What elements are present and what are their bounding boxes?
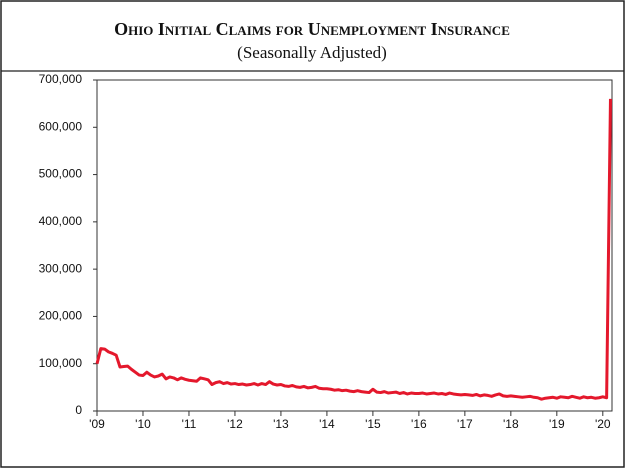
x-tick-label: '16 [411,417,427,431]
x-tick-label: '15 [365,417,381,431]
x-tick-label: '11 [182,417,197,431]
plot-frame [96,79,613,412]
x-tick-label: '13 [273,417,289,431]
y-tick-label: 400,000 [39,214,83,228]
y-tick-label: 200,000 [39,309,83,323]
y-tick-label: 300,000 [39,261,83,275]
x-tick-label: '10 [135,417,151,431]
y-tick-label: 700,000 [39,72,83,86]
x-tick-label: '09 [89,417,105,431]
x-tick-label: '12 [227,417,243,431]
series-line [95,98,612,401]
y-tick-label: 100,000 [39,356,83,370]
x-tick-label: '17 [457,417,473,431]
y-tick-label: 500,000 [39,167,83,181]
x-tick-label: '20 [595,417,611,431]
x-tick-label: '14 [319,417,335,431]
chart-title: Ohio Initial Claims for Unemployment Ins… [114,19,510,39]
chart-subtitle: (Seasonally Adjusted) [237,43,387,62]
y-tick-label: 600,000 [39,119,83,133]
x-tick-label: '19 [549,417,565,431]
y-tick-label: 0 [75,403,82,417]
x-tick-label: '18 [503,417,519,431]
